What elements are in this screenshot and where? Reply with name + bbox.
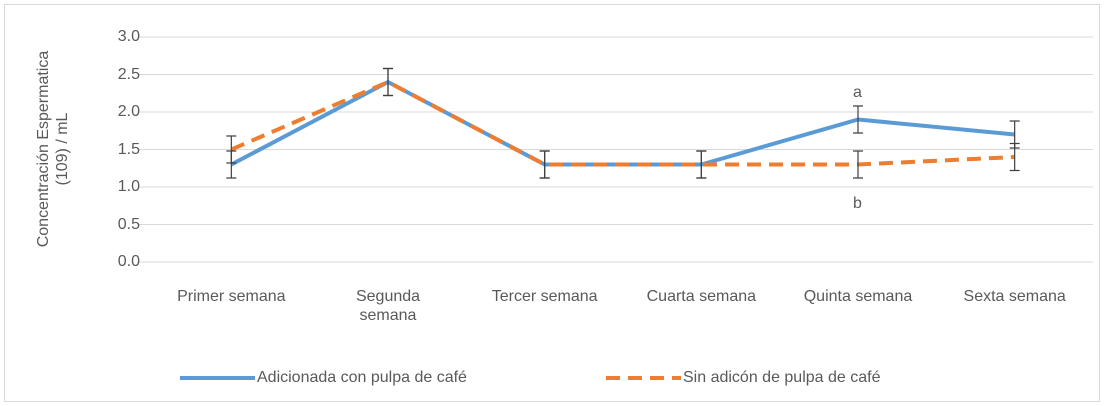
error-bar	[383, 67, 393, 97]
y-tick-label: 1.0	[117, 178, 140, 195]
x-tick-label: Quinta semana	[803, 288, 913, 305]
x-tick-label: Cuarta semana	[646, 288, 757, 305]
error-bar	[226, 135, 237, 164]
annotation: b	[853, 194, 862, 212]
error-bar	[853, 105, 863, 134]
y-tick-label: 0.0	[117, 253, 140, 270]
y-tick-label: 3.0	[117, 28, 140, 45]
y-axis-label: Concentración Espermatica (109) / mL	[35, 50, 71, 248]
error-bar	[1009, 142, 1020, 172]
annotation: a	[853, 84, 862, 102]
error-bar	[696, 150, 707, 179]
x-tick-label: Sexta semana	[963, 288, 1066, 305]
error-bar	[853, 150, 863, 179]
series-line	[230, 80, 1015, 167]
y-tick-label: 0.5	[117, 215, 140, 233]
y-tick-label: 2.5	[117, 65, 140, 83]
legend-label: Sin adicón de pulpa de café	[683, 369, 881, 386]
x-tick-label: Primer semana	[177, 288, 286, 305]
y-tick-label: 2.0	[117, 103, 140, 120]
x-tick-label: Tercer semana	[491, 288, 598, 305]
error-bar	[539, 150, 550, 179]
chart-frame	[4, 4, 1100, 402]
y-tick-label: 1.5	[117, 140, 140, 158]
legend-label: Adicionada con pulpa de café	[257, 369, 467, 386]
x-tick-label: Segunda semana	[355, 288, 421, 324]
series-line	[230, 80, 1015, 167]
